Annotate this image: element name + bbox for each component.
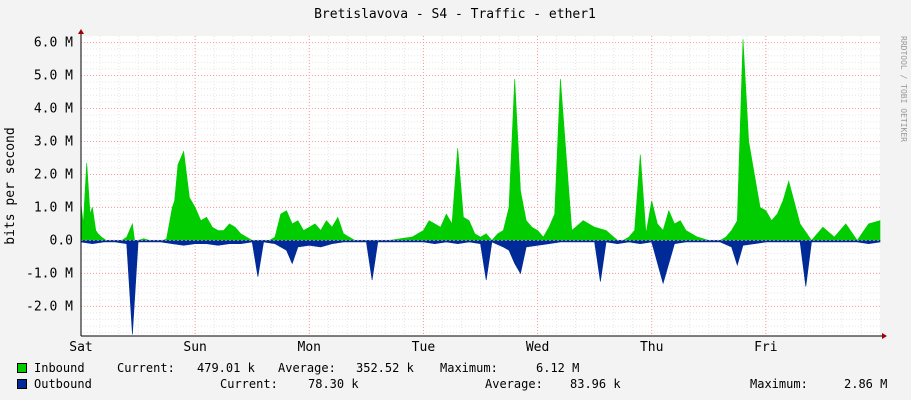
legend-swatch-inbound [17,363,27,373]
axes-layer [78,29,887,339]
y-axis-label: bits per second [3,127,18,244]
x-tick-label: Sun [183,340,206,355]
y-tick-label: 5.0 M [34,69,73,84]
traffic-chart: Bretislavova - S4 - Traffic - ether1 RRD… [3,7,908,355]
x-tick-label: Tue [412,340,436,355]
y-tick-label: -2.0 M [26,299,73,314]
legend-maximum-label-outbound: Maximum: [750,377,808,391]
x-tick-label: Wed [526,340,549,355]
y-tick-label: 3.0 M [34,134,73,149]
legend-current-inbound: 479.01 k [197,361,255,375]
legend-name-inbound: Inbound [34,361,85,375]
y-axis-arrow [78,29,84,34]
legend-row-inbound: Inbound Current: 479.01 k Average: 352.5… [0,360,911,376]
y-tick-label: 6.0 M [34,36,73,51]
legend-row-outbound: Outbound Current: 78.30 k Average: 83.96… [0,376,911,392]
chart-title: Bretislavova - S4 - Traffic - ether1 [314,7,596,22]
tick-labels: -2.0 M -1.0 M 0.0 1.0 M 2.0 M 3.0 M 4.0 M 5.0 M… [26,36,778,355]
legend-name-outbound: Outbound [34,377,92,391]
legend-current-outbound: 78.30 k [308,377,359,391]
x-tick-label: Sat [69,340,92,355]
watermark: RRDTOOL / TOBI OETIKER [899,36,908,142]
legend-current-label-outbound: Current: [220,377,278,391]
legend-current-label-inbound: Current: [117,361,175,375]
x-axis-arrow [882,333,887,339]
y-tick-label: 1.0 M [34,200,73,215]
x-tick-label: Thu [640,340,663,355]
series-area-outbound [80,240,881,335]
legend-maximum-outbound: 2.86 M [844,377,888,391]
legend-maximum-inbound: 6.12 M [536,361,580,375]
legend: Inbound Current: 479.01 k Average: 352.5… [0,360,911,392]
legend-average-outbound: 83.96 k [570,377,621,391]
y-tick-label: 2.0 M [34,167,73,182]
series-layer [80,39,881,335]
x-tick-label: Mon [298,340,321,355]
legend-average-inbound: 352.52 k [356,361,414,375]
legend-average-label-outbound: Average: [485,377,543,391]
y-tick-label: -1.0 M [26,266,73,281]
x-tick-label: Fri [754,340,777,355]
legend-swatch-outbound [17,379,27,389]
y-tick-label: 4.0 M [34,102,73,117]
legend-maximum-label-inbound: Maximum: [440,361,498,375]
y-tick-label: 0.0 [50,233,73,248]
legend-average-label-inbound: Average: [278,361,336,375]
